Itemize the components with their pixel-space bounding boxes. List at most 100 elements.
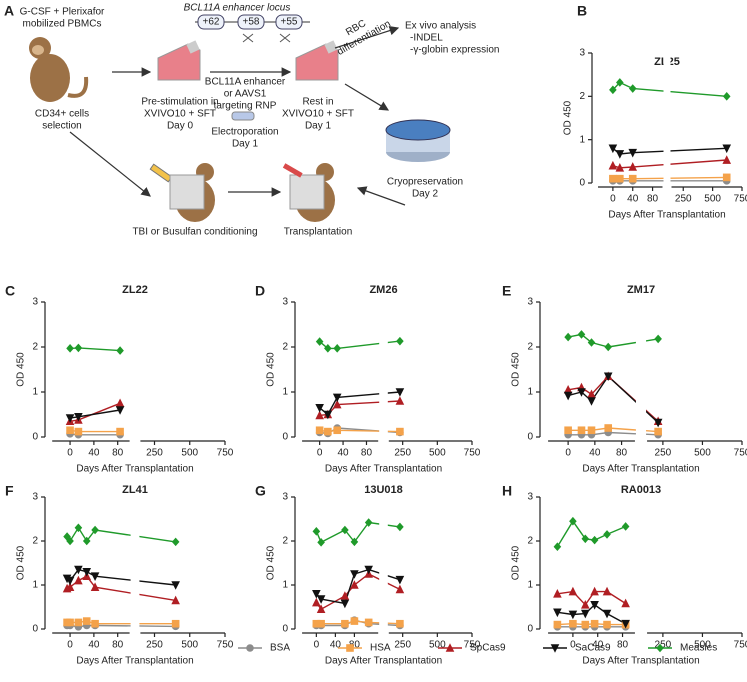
chart-title: ZL22 bbox=[122, 284, 148, 296]
axis-break bbox=[379, 493, 388, 635]
enhancer-box: +55 bbox=[275, 14, 303, 30]
marker bbox=[171, 595, 180, 605]
marker bbox=[395, 396, 405, 405]
label: CD34+ cells bbox=[35, 109, 89, 120]
syringe-icon bbox=[149, 163, 173, 183]
marker bbox=[350, 580, 359, 589]
x-tick-label: 500 bbox=[694, 640, 711, 651]
marker bbox=[722, 155, 732, 164]
label: Cryopreservation bbox=[387, 177, 463, 188]
marker bbox=[654, 427, 662, 436]
x-tick-label: 0 bbox=[610, 194, 616, 205]
marker bbox=[341, 619, 349, 628]
panel-letter: F bbox=[5, 483, 14, 499]
marker bbox=[590, 601, 599, 610]
label: +58 bbox=[243, 17, 260, 28]
label: targeting RNP bbox=[214, 101, 277, 112]
series-line bbox=[556, 519, 626, 548]
marker bbox=[90, 572, 100, 581]
marker bbox=[65, 582, 75, 591]
marker bbox=[577, 330, 586, 339]
label: Electroporation bbox=[211, 127, 278, 138]
arrow bbox=[334, 25, 400, 49]
y-tick-label: 0 bbox=[527, 624, 533, 635]
axis-break bbox=[635, 493, 647, 635]
marker bbox=[65, 576, 75, 586]
x-tick-label: 750 bbox=[464, 640, 481, 651]
y-tick-label: 1 bbox=[282, 387, 288, 398]
x-tick-label: 80 bbox=[349, 640, 361, 651]
chart: C ZL22 0 1 2 3 OD 450 0 40 80 250 500 750 Days After … bbox=[5, 283, 234, 475]
y-tick-label: 3 bbox=[32, 492, 38, 503]
marker bbox=[171, 581, 180, 590]
chart-title: RA0013 bbox=[621, 484, 661, 496]
marker bbox=[550, 644, 560, 653]
x-tick-label: 750 bbox=[734, 448, 747, 459]
marker bbox=[590, 586, 599, 596]
marker bbox=[332, 399, 342, 409]
marker bbox=[312, 619, 321, 628]
x-axis-label: Days After Transplantation bbox=[76, 464, 193, 475]
y-axis-label: OD 450 bbox=[266, 545, 277, 580]
marker bbox=[66, 536, 74, 546]
marker bbox=[395, 388, 405, 397]
series-line bbox=[319, 429, 400, 433]
marker bbox=[553, 589, 562, 598]
label: -γ-globin expression bbox=[410, 45, 500, 56]
electroporation-icon bbox=[231, 111, 255, 121]
y-tick-label: 0 bbox=[282, 624, 288, 635]
label: BCL11A enhancer bbox=[205, 77, 286, 88]
marker bbox=[323, 410, 333, 420]
marker bbox=[246, 644, 254, 652]
legend-label: HSA bbox=[370, 643, 391, 654]
label: selection bbox=[42, 121, 81, 132]
label: Day 1 bbox=[305, 121, 332, 132]
series-line bbox=[557, 603, 626, 625]
y-tick-label: 0 bbox=[32, 432, 38, 443]
marker bbox=[563, 384, 573, 394]
diagram: A G-CSF + Plerixafor mobilized PBMCs CD3… bbox=[4, 3, 500, 238]
marker bbox=[316, 604, 326, 613]
marker bbox=[564, 332, 572, 342]
x-tick-label: 250 bbox=[394, 448, 411, 459]
x-tick-label: 80 bbox=[112, 640, 124, 651]
enhancer-box: +62 bbox=[197, 14, 225, 30]
x-tick-label: 40 bbox=[330, 640, 342, 651]
x-tick-label: 500 bbox=[181, 448, 198, 459]
x-tick-label: 250 bbox=[146, 448, 163, 459]
flask-icon bbox=[157, 40, 201, 81]
marker bbox=[396, 336, 404, 346]
marker bbox=[615, 150, 625, 159]
marker bbox=[116, 346, 124, 355]
y-axis-label: OD 450 bbox=[511, 545, 522, 580]
x-tick-label: 750 bbox=[464, 448, 481, 459]
marker bbox=[115, 398, 125, 408]
marker bbox=[603, 372, 613, 382]
x-tick-label: 40 bbox=[589, 448, 601, 459]
marker bbox=[628, 174, 637, 183]
label: or AAVS1 bbox=[224, 89, 267, 100]
marker bbox=[722, 92, 731, 101]
y-tick-label: 0 bbox=[32, 624, 38, 635]
x-tick-label: 750 bbox=[217, 448, 234, 459]
marker bbox=[581, 620, 590, 629]
series-line bbox=[612, 159, 727, 169]
x-axis-label: Days After Transplantation bbox=[582, 464, 699, 475]
marker bbox=[581, 609, 590, 619]
label: TBI or Busulfan conditioning bbox=[132, 227, 257, 238]
marker bbox=[82, 536, 91, 546]
y-axis-label: OD 450 bbox=[16, 352, 27, 387]
marker bbox=[577, 426, 586, 435]
x-tick-label: 250 bbox=[655, 448, 672, 459]
monkey-chair-icon bbox=[282, 163, 335, 222]
marker bbox=[722, 173, 731, 182]
panel-letter: B bbox=[577, 3, 587, 19]
marker bbox=[341, 525, 349, 535]
marker bbox=[395, 575, 405, 585]
marker bbox=[656, 643, 664, 653]
marker bbox=[332, 393, 342, 403]
marker bbox=[621, 598, 630, 608]
marker bbox=[315, 410, 324, 420]
